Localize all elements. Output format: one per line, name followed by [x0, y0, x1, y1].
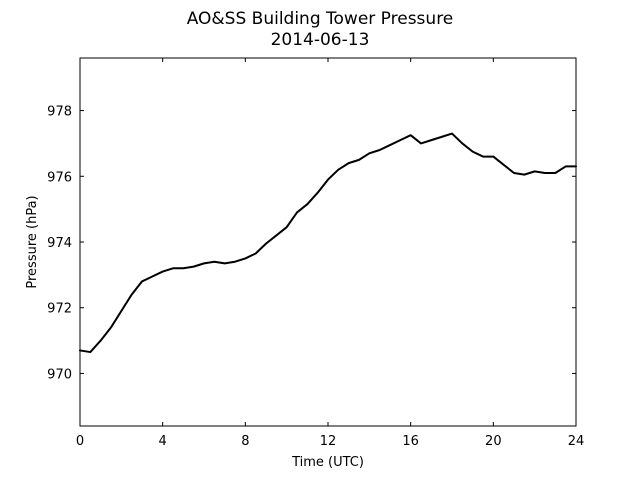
x-tick-label: 4 — [159, 434, 167, 449]
y-tick-label: 970 — [47, 367, 72, 382]
tick-layer: 0 4 8 12 16 20 24 970 972 974 976 978 — [47, 58, 584, 449]
x-tick-label: 8 — [241, 434, 249, 449]
x-tick-label: 16 — [402, 434, 419, 449]
x-tick-label: 12 — [320, 434, 337, 449]
x-tick-label: 24 — [568, 434, 585, 449]
y-tick-label: 978 — [47, 105, 72, 120]
y-tick-label: 972 — [47, 302, 72, 317]
y-tick-label: 976 — [47, 170, 72, 185]
chart-subtitle: 2014-06-13 — [271, 30, 370, 50]
pressure-series-line — [79, 132, 577, 354]
x-axis-label: Time (UTC) — [291, 455, 364, 470]
y-tick-label: 974 — [47, 236, 72, 251]
series-layer — [79, 132, 577, 354]
plot-frame — [79, 57, 577, 427]
y-axis-label: Pressure (hPa) — [25, 195, 40, 288]
x-tick-label: 0 — [76, 434, 84, 449]
x-tick-label: 20 — [485, 434, 502, 449]
chart-title: AO&SS Building Tower Pressure — [187, 9, 454, 29]
